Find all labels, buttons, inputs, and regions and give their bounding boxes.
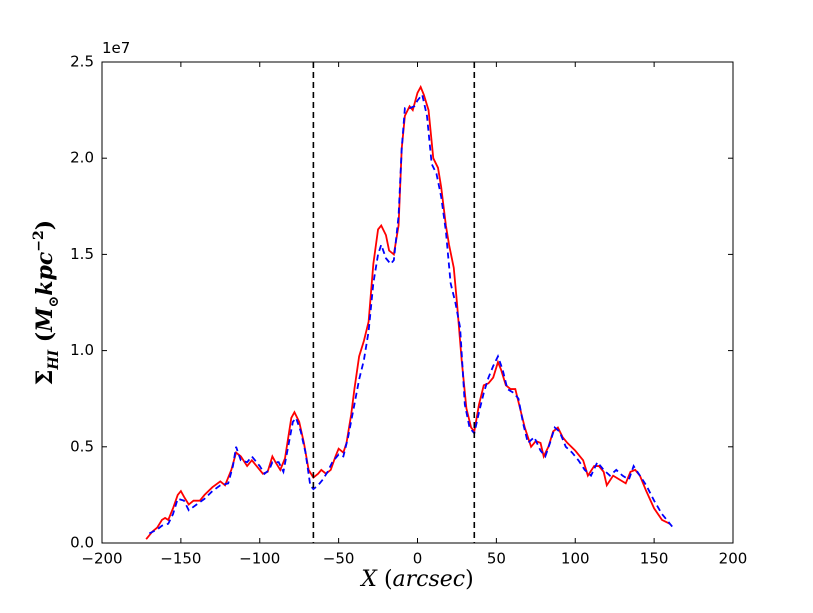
x-axis-label: X (arcsec) [359, 567, 473, 592]
y-tick-label: 1.0 [70, 341, 94, 359]
y-label-part: Σ [32, 370, 58, 386]
y-label-part: −2 [31, 230, 47, 251]
y-axis-label: ΣHI (M⊙kpc−2) [31, 220, 62, 385]
y-offset-label: 1e7 [102, 39, 130, 57]
y-tick-label: 0.5 [70, 437, 94, 455]
x-label-part: arcsec [393, 567, 466, 592]
y-label-part: ( [32, 332, 58, 350]
y-label-part: ⊙ [46, 296, 62, 308]
x-label-part: ) [465, 567, 474, 592]
y-tick-label: 0.0 [70, 534, 94, 552]
y-label-part: M [32, 307, 58, 333]
y-label-part: HI [46, 349, 62, 370]
x-tick-label: 50 [487, 550, 506, 568]
y-label-part: kpc [32, 251, 58, 296]
x-label-part: X [359, 567, 378, 592]
x-tick-label: 100 [561, 550, 590, 568]
x-tick-label: 200 [719, 550, 748, 568]
x-tick-label: 150 [640, 550, 669, 568]
y-label-part: ) [32, 220, 58, 230]
y-tick-label: 2.5 [70, 53, 94, 71]
x-tick-label: −200 [81, 550, 122, 568]
x-tick-label: −150 [160, 550, 201, 568]
x-tick-label: −100 [239, 550, 280, 568]
y-tick-label: 1.5 [70, 245, 94, 263]
x-label-part: ( [377, 567, 393, 592]
data-line [148, 92, 676, 535]
x-tick-label: −50 [323, 550, 355, 568]
y-tick-label: 2.0 [70, 149, 94, 167]
x-tick-label: 0 [413, 550, 423, 568]
